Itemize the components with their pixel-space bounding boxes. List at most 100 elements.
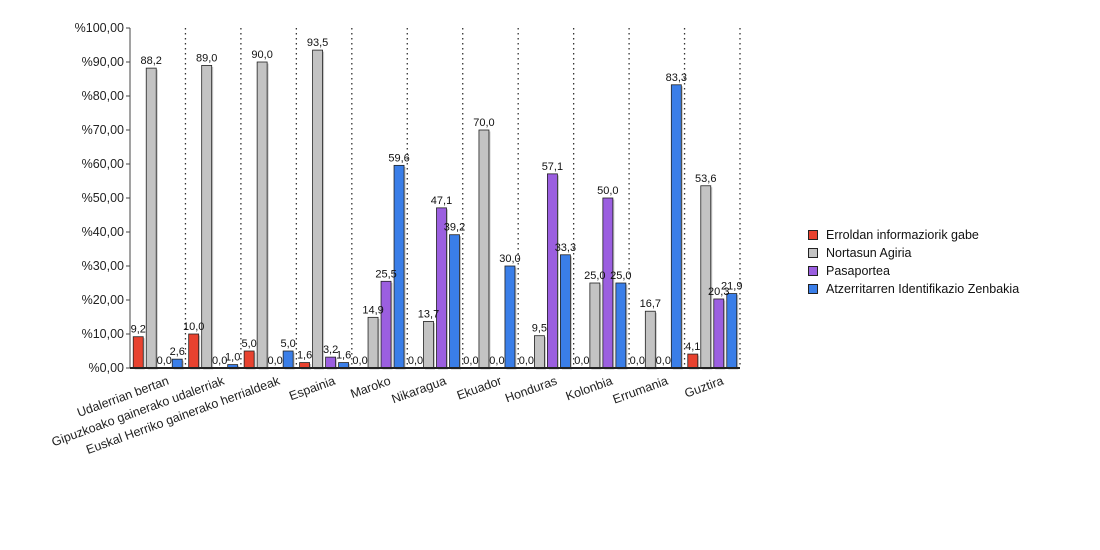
bar [670, 84, 682, 369]
bar [188, 333, 200, 369]
bar-value-label: 9,5 [532, 323, 547, 335]
legend-swatch [808, 266, 818, 276]
y-tick-label: %60,00 [82, 157, 124, 171]
bar-value-label: 5,0 [241, 338, 256, 350]
y-tick-label: %10,00 [82, 327, 124, 341]
bar [132, 336, 144, 369]
x-tick-label: Errumania [611, 374, 670, 407]
bar-value-label: 0,0 [408, 355, 423, 367]
y-tick-label: %100,00 [75, 21, 124, 35]
legend-item: Erroldan informaziorik gabe [808, 226, 1019, 244]
bar-value-label: 20,3 [708, 286, 729, 298]
bar [687, 353, 699, 369]
bar [589, 282, 601, 369]
legend-item: Nortasun Agiria [808, 244, 1019, 262]
bar [478, 129, 490, 369]
bar [504, 265, 516, 369]
x-tick-label: Ekuador [455, 374, 504, 403]
legend-swatch [808, 284, 818, 294]
bar-value-label: 0,0 [656, 355, 671, 367]
bar-value-label: 53,6 [695, 173, 716, 185]
bar-value-label: 25,5 [375, 268, 396, 280]
bar-value-label: 2,6 [170, 346, 185, 358]
bar-value-label: 21,9 [721, 281, 742, 293]
bar-value-label: 13,7 [418, 308, 439, 320]
bar [393, 164, 405, 369]
y-tick-label: %80,00 [82, 89, 124, 103]
legend-item: Atzerritarren Identifikazio Zenbakia [808, 280, 1019, 298]
y-tick-label: %40,00 [82, 225, 124, 239]
bar [713, 298, 725, 369]
bar [615, 282, 627, 369]
bar-value-label: 89,0 [196, 52, 217, 64]
y-axis: %0,00 %10,00 %20,00 %30,00 %40,00 %50,00 %60,0… [75, 21, 740, 375]
bar-value-label: 47,1 [431, 195, 452, 207]
legend-label: Atzerritarren Identifikazio Zenbakia [826, 282, 1020, 296]
bar-value-label: 83,3 [666, 72, 687, 84]
x-tick-label: Honduras [503, 374, 559, 406]
bars [132, 49, 739, 370]
bar-value-label: 25,0 [584, 270, 605, 282]
y-tick-label: %70,00 [82, 123, 124, 137]
legend-swatch [808, 248, 818, 258]
bar-value-label: 30,0 [499, 253, 520, 265]
bar-value-label: 0,0 [519, 355, 534, 367]
bar [449, 234, 460, 369]
bar [547, 173, 558, 369]
bar-value-label: 14,9 [362, 304, 383, 316]
bar-value-label: 70,0 [473, 117, 494, 129]
bar-value-label: 0,0 [157, 355, 172, 367]
bar-value-label: 3,2 [323, 344, 338, 356]
bar-value-label: 25,0 [610, 270, 631, 282]
bar-value-label: 90,0 [251, 49, 272, 61]
bar-value-label: 4,1 [685, 341, 700, 353]
bar-value-label: 0,0 [574, 355, 589, 367]
bar-value-label: 0,0 [352, 355, 367, 367]
y-tick-label: %20,00 [82, 293, 124, 307]
bar-value-label: 0,0 [630, 355, 645, 367]
bar-value-label: 5,0 [280, 338, 295, 350]
bar-value-label: 88,2 [141, 55, 162, 67]
bar-value-label: 33,3 [555, 242, 576, 254]
bar [367, 316, 379, 369]
legend: Erroldan informaziorik gabe Nortasun Agi… [808, 226, 1019, 298]
x-tick-label: Kolonbia [564, 374, 615, 404]
bar-value-label: 1,6 [297, 350, 312, 362]
bar-value-label: 1,6 [336, 350, 351, 362]
y-tick-label: %30,00 [82, 259, 124, 273]
bar [602, 197, 614, 369]
y-tick-label: %90,00 [82, 55, 124, 69]
legend-item: Pasaportea [808, 262, 1019, 280]
bar-value-label: 93,5 [307, 37, 328, 49]
bar-value-label: 9,2 [131, 324, 146, 336]
x-tick-label: Espainia [287, 374, 337, 404]
bar [312, 49, 323, 369]
legend-label: Pasaportea [826, 264, 890, 278]
bar-value-label: 0,0 [267, 355, 282, 367]
bar-value-label: 10,0 [183, 321, 204, 333]
legend-label: Erroldan informaziorik gabe [826, 228, 979, 242]
bar [534, 335, 545, 369]
bar-value-label: 39,2 [444, 222, 465, 234]
y-tick-label: %50,00 [82, 191, 124, 205]
bar [644, 310, 656, 369]
bar-value-label: 0,0 [489, 355, 504, 367]
legend-swatch [808, 230, 818, 240]
bar [256, 61, 268, 369]
bar-value-label: 0,0 [212, 355, 227, 367]
bar [171, 358, 183, 369]
bar [700, 185, 712, 369]
bar-value-label: 57,1 [542, 161, 563, 173]
grid-lines [184, 28, 741, 368]
x-tick-label: Nikaragua [390, 374, 448, 407]
bar [380, 280, 392, 369]
bar [423, 321, 434, 369]
x-tick-label: Guztira [683, 374, 726, 401]
bar [325, 356, 336, 369]
bar [560, 254, 571, 369]
bar-value-label: 1,0 [225, 352, 240, 364]
y-tick-label: %0,00 [89, 361, 124, 375]
bar [145, 67, 157, 369]
